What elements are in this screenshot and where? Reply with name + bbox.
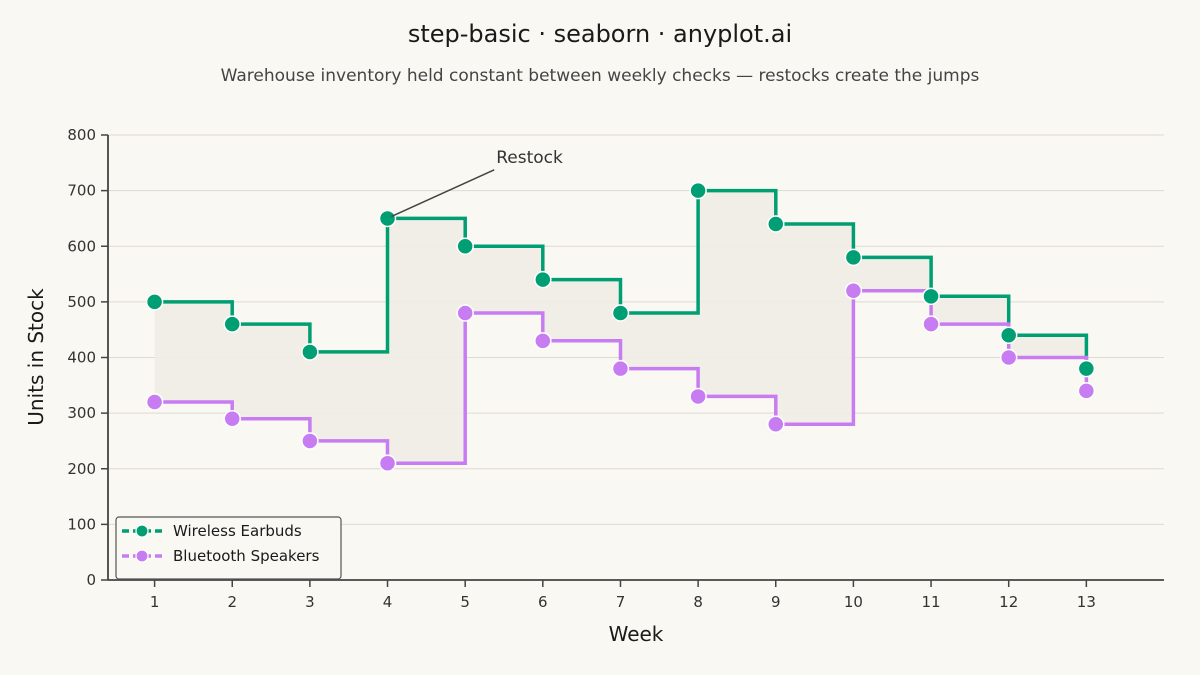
legend-swatch-marker xyxy=(135,524,149,538)
fill-between-area xyxy=(154,190,1087,464)
annotations: Restock xyxy=(391,148,563,218)
legend: Wireless Earbuds Bluetooth Speakers xyxy=(115,516,342,580)
x-tick-label: 10 xyxy=(844,593,863,611)
chart-title: step-basic · seaborn · anyplot.ai xyxy=(408,20,792,48)
x-tick-label: 12 xyxy=(999,593,1018,611)
y-tick-label: 200 xyxy=(67,460,96,478)
x-tick-label: 11 xyxy=(922,593,941,611)
data-point xyxy=(534,332,552,350)
data-point xyxy=(1077,382,1096,400)
data-point xyxy=(844,248,863,267)
data-point xyxy=(378,454,397,472)
x-tick-label: 7 xyxy=(616,593,626,611)
data-point xyxy=(844,282,863,300)
x-tick-label: 6 xyxy=(538,593,548,611)
data-point xyxy=(223,315,241,333)
legend-swatch-marker xyxy=(135,549,149,563)
y-tick-label: 800 xyxy=(67,126,96,144)
y-tick-label: 300 xyxy=(67,404,96,422)
y-tick-label: 0 xyxy=(86,571,96,589)
data-point xyxy=(378,209,397,228)
data-point xyxy=(767,415,785,433)
y-tick-label: 500 xyxy=(67,293,96,311)
data-point xyxy=(223,409,241,428)
x-tick-label: 3 xyxy=(305,593,315,611)
x-tick-label: 1 xyxy=(150,593,160,611)
data-point xyxy=(534,270,552,289)
y-tick-label: 400 xyxy=(67,349,96,367)
data-point xyxy=(456,304,474,322)
y-tick-label: 700 xyxy=(67,182,96,200)
data-point xyxy=(145,393,164,411)
y-tick-label: 100 xyxy=(67,515,96,533)
series-markers xyxy=(145,181,1096,472)
data-point xyxy=(611,304,630,322)
data-point xyxy=(689,181,707,200)
x-tick-label: 9 xyxy=(771,593,781,611)
data-point xyxy=(922,287,940,306)
data-point xyxy=(456,237,474,255)
data-point xyxy=(689,387,707,406)
annotation-arrow xyxy=(391,169,495,218)
x-tick-label: 5 xyxy=(460,593,470,611)
legend-entry-label: Bluetooth Speakers xyxy=(173,547,320,565)
x-tick-label: 13 xyxy=(1077,593,1096,611)
data-point xyxy=(922,315,940,333)
data-point xyxy=(301,343,319,361)
x-tick-label: 2 xyxy=(227,593,237,611)
legend-box xyxy=(115,516,342,580)
data-point xyxy=(1077,359,1096,378)
data-point xyxy=(611,359,630,378)
data-point xyxy=(999,326,1018,344)
x-axis-label: Week xyxy=(609,622,664,646)
x-tick-label: 8 xyxy=(693,593,703,611)
data-point xyxy=(999,348,1018,367)
y-tick-label: 600 xyxy=(67,237,96,255)
annotation-label: Restock xyxy=(496,148,563,168)
fill-between-region xyxy=(154,190,1087,464)
legend-entry-label: Wireless Earbuds xyxy=(173,522,302,540)
chart-subtitle: Warehouse inventory held constant betwee… xyxy=(221,66,980,86)
x-tick-label: 4 xyxy=(383,593,393,611)
data-point xyxy=(301,432,319,450)
data-point xyxy=(767,215,785,233)
y-axis-label: Units in Stock xyxy=(24,288,48,426)
data-point xyxy=(145,293,164,311)
